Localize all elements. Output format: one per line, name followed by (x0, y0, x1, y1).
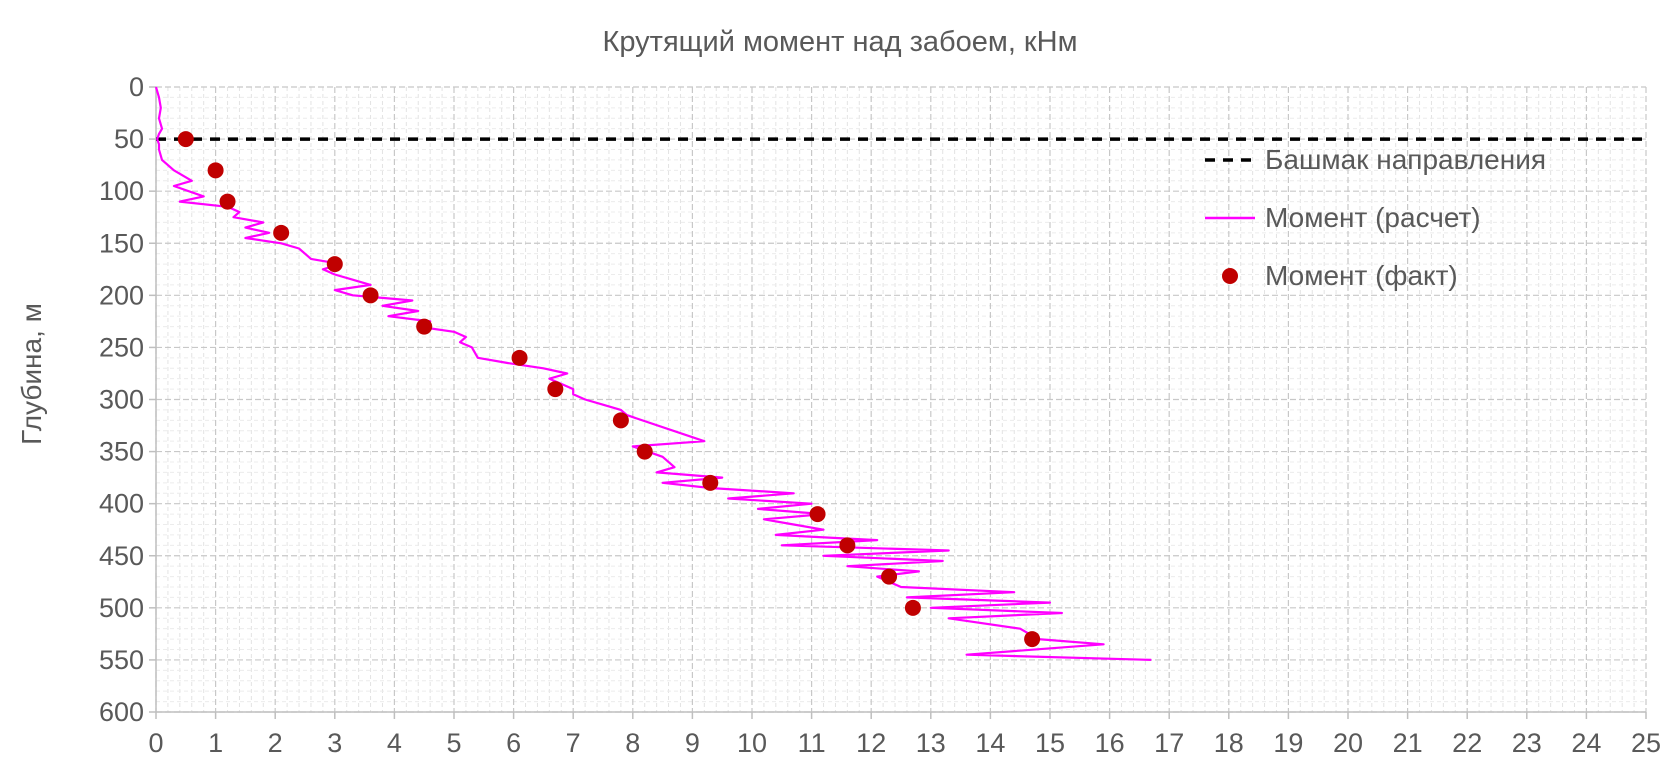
x-tick-label: 24 (1571, 728, 1601, 758)
actual-torque-point (904, 599, 921, 616)
actual-torque-point (362, 287, 379, 304)
x-tick-label: 14 (975, 728, 1005, 758)
actual-torque-point (207, 162, 224, 179)
y-tick-label: 250 (99, 332, 144, 362)
x-tick-label: 1 (208, 728, 223, 758)
y-tick-label: 500 (99, 593, 144, 623)
x-tick-label: 6 (506, 728, 521, 758)
y-tick-label: 600 (99, 697, 144, 727)
x-tick-label: 19 (1273, 728, 1303, 758)
actual-torque-point (326, 256, 343, 273)
actual-torque-point (511, 349, 528, 366)
y-tick-label: 450 (99, 541, 144, 571)
actual-torque-point (547, 381, 564, 398)
actual-torque-point (839, 537, 856, 554)
actual-torque-point (809, 506, 826, 523)
x-tick-label: 25 (1631, 728, 1661, 758)
y-tick-label: 350 (99, 437, 144, 467)
y-tick-label: 0 (129, 72, 144, 102)
actual-torque-point (636, 443, 653, 460)
legend-label: Момент (факт) (1265, 260, 1458, 291)
legend-swatch-actual (1222, 268, 1238, 284)
actual-torque-point (273, 224, 290, 241)
x-tick-label: 11 (798, 728, 826, 758)
x-tick-label: 3 (327, 728, 342, 758)
actual-torque-point (1024, 631, 1041, 648)
y-tick-label: 150 (99, 228, 144, 258)
y-tick-label: 50 (114, 124, 144, 154)
x-tick-label: 12 (856, 728, 886, 758)
x-tick-label: 9 (685, 728, 700, 758)
y-tick-label: 300 (99, 385, 144, 415)
actual-torque-point (702, 474, 719, 491)
actual-torque-point (612, 412, 629, 429)
x-tick-label: 22 (1452, 728, 1482, 758)
y-tick-label: 200 (99, 280, 144, 310)
y-tick-label: 550 (99, 645, 144, 675)
x-tick-label: 2 (268, 728, 283, 758)
legend-label: Момент (расчет) (1265, 202, 1481, 233)
y-tick-label: 100 (99, 176, 144, 206)
x-tick-label: 5 (446, 728, 461, 758)
x-tick-label: 4 (387, 728, 402, 758)
actual-torque-point (881, 568, 898, 585)
x-tick-label: 15 (1035, 728, 1065, 758)
x-tick-label: 17 (1154, 728, 1184, 758)
grid (155, 86, 1647, 713)
x-tick-label: 8 (625, 728, 640, 758)
x-tick-label: 18 (1214, 728, 1244, 758)
x-tick-label: 21 (1393, 728, 1423, 758)
legend-label: Башмак направления (1265, 144, 1546, 175)
x-tick-label: 7 (566, 728, 581, 758)
y-tick-label: 400 (99, 489, 144, 519)
chart-title: Крутящий момент над забоем, кНм (602, 26, 1077, 58)
x-tick-label: 13 (916, 728, 946, 758)
actual-torque-point (219, 193, 236, 210)
actual-torque-point (177, 131, 194, 148)
x-tick-label: 20 (1333, 728, 1363, 758)
series (154, 86, 1646, 661)
x-tick-label: 10 (737, 728, 767, 758)
actual-torque-point (416, 318, 433, 335)
x-tick-label: 16 (1095, 728, 1125, 758)
x-tick-label: 23 (1512, 728, 1542, 758)
x-tick-label: 0 (148, 728, 163, 758)
axes: 0 1 2 3 4 5 6 7 8 9 10 11 12 13 14 15 16 17 18 19 20 21 22 23 24… (99, 72, 1661, 758)
legend: Башмак направления Момент (расчет) Момент … (1205, 144, 1546, 291)
y-axis-title: Глубина, м (16, 303, 47, 445)
